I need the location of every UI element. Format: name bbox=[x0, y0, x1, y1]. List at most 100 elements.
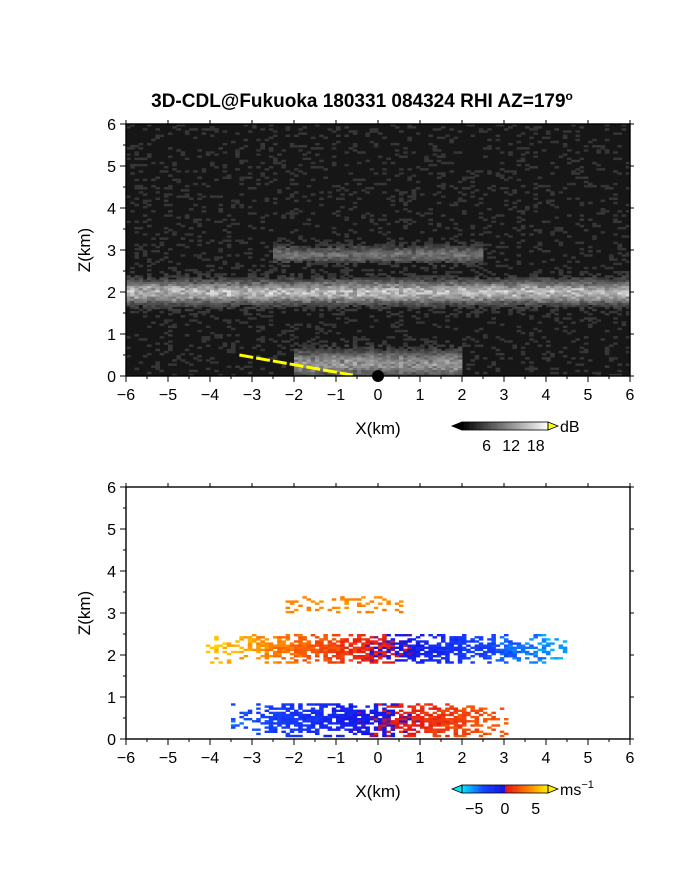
reflectivity-cell bbox=[403, 329, 408, 333]
reflectivity-cell bbox=[348, 193, 354, 196]
reflectivity-cell bbox=[327, 348, 333, 352]
reflectivity-cell bbox=[550, 304, 555, 308]
reflectivity-cell bbox=[436, 176, 442, 179]
reflectivity-cell bbox=[348, 275, 354, 278]
reflectivity-cell bbox=[172, 296, 177, 299]
reflectivity-cell bbox=[138, 187, 144, 190]
reflectivity-cell bbox=[604, 151, 610, 154]
reflectivity-cell bbox=[319, 340, 324, 343]
reflectivity-cell bbox=[499, 352, 505, 356]
reflectivity-cell bbox=[134, 254, 139, 257]
reflectivity-cell bbox=[315, 355, 320, 358]
velocity-cell bbox=[315, 640, 320, 643]
reflectivity-cell bbox=[466, 187, 471, 190]
reflectivity-cell bbox=[483, 268, 488, 272]
reflectivity-cell bbox=[285, 126, 291, 129]
reflectivity-cell bbox=[268, 136, 274, 140]
reflectivity-cell bbox=[310, 350, 316, 354]
reflectivity-cell bbox=[541, 352, 547, 356]
reflectivity-cell bbox=[436, 191, 442, 194]
reflectivity-cell bbox=[575, 172, 580, 175]
reflectivity-cell bbox=[466, 176, 471, 179]
reflectivity-cell bbox=[176, 287, 181, 291]
reflectivity-cell bbox=[428, 159, 433, 163]
reflectivity-cell bbox=[478, 216, 484, 219]
reflectivity-cell bbox=[138, 277, 144, 280]
reflectivity-cell bbox=[281, 306, 286, 310]
reflectivity-cell bbox=[579, 218, 585, 221]
reflectivity-cell bbox=[432, 371, 438, 375]
reflectivity-cell bbox=[306, 254, 312, 257]
reflectivity-cell bbox=[147, 352, 152, 356]
title-superscript: o bbox=[566, 89, 573, 103]
reflectivity-cell bbox=[453, 283, 459, 287]
reflectivity-cell bbox=[420, 245, 425, 249]
reflectivity-cell bbox=[273, 245, 278, 249]
reflectivity-cell bbox=[310, 237, 316, 240]
reflectivity-cell bbox=[201, 132, 207, 135]
velocity-cell bbox=[373, 655, 379, 658]
reflectivity-cell bbox=[394, 220, 400, 224]
reflectivity-cell bbox=[302, 172, 307, 175]
reflectivity-cell bbox=[231, 350, 236, 354]
reflectivity-cell bbox=[201, 300, 207, 303]
reflectivity-cell bbox=[289, 214, 295, 217]
reflectivity-cell bbox=[289, 283, 295, 287]
reflectivity-cell bbox=[352, 132, 358, 135]
reflectivity-cell bbox=[407, 359, 412, 362]
reflectivity-cell bbox=[516, 260, 522, 263]
reflectivity-cell bbox=[621, 300, 627, 303]
reflectivity-cell bbox=[625, 306, 631, 310]
reflectivity-cell bbox=[163, 193, 169, 196]
reflectivity-cell bbox=[327, 260, 333, 263]
reflectivity-cell bbox=[415, 369, 421, 373]
reflectivity-cell bbox=[457, 283, 463, 287]
reflectivity-cell bbox=[256, 277, 261, 280]
reflectivity-cell bbox=[239, 367, 244, 371]
reflectivity-cell bbox=[159, 352, 165, 356]
reflectivity-cell bbox=[294, 361, 299, 364]
reflectivity-cell bbox=[231, 203, 236, 207]
reflectivity-cell bbox=[537, 268, 543, 272]
reflectivity-cell bbox=[344, 283, 349, 287]
reflectivity-cell bbox=[281, 252, 286, 255]
reflectivity-cell bbox=[436, 359, 442, 362]
reflectivity-cell bbox=[256, 344, 261, 347]
reflectivity-cell bbox=[239, 346, 244, 350]
reflectivity-cell bbox=[205, 271, 211, 274]
reflectivity-cell bbox=[457, 260, 463, 263]
reflectivity-cell bbox=[163, 321, 169, 324]
reflectivity-cell bbox=[403, 304, 408, 308]
reflectivity-cell bbox=[462, 199, 467, 203]
reflectivity-cell bbox=[197, 235, 202, 238]
reflectivity-cell bbox=[369, 344, 375, 347]
reflectivity-cell bbox=[357, 182, 362, 186]
reflectivity-cell bbox=[550, 258, 555, 261]
velocity-cell bbox=[294, 659, 299, 662]
reflectivity-cell bbox=[592, 294, 597, 297]
reflectivity-cell bbox=[231, 296, 236, 299]
reflectivity-cell bbox=[411, 220, 417, 224]
reflectivity-cell bbox=[436, 300, 442, 303]
reflectivity-cell bbox=[474, 302, 480, 305]
reflectivity-cell bbox=[382, 306, 387, 310]
reflectivity-cell bbox=[243, 306, 249, 310]
reflectivity-cell bbox=[449, 352, 454, 356]
reflectivity-cell bbox=[373, 281, 379, 284]
velocity-cell bbox=[218, 661, 223, 664]
reflectivity-cell bbox=[420, 365, 425, 368]
reflectivity-cell bbox=[390, 325, 396, 329]
reflectivity-cell bbox=[243, 300, 249, 303]
reflectivity-cell bbox=[138, 287, 144, 291]
reflectivity-cell bbox=[520, 281, 526, 284]
reflectivity-cell bbox=[340, 369, 345, 373]
reflectivity-cell bbox=[462, 245, 467, 249]
reflectivity-cell bbox=[327, 323, 333, 326]
reflectivity-cell bbox=[478, 241, 484, 245]
reflectivity-cell bbox=[344, 216, 349, 219]
reflectivity-cell bbox=[449, 218, 454, 221]
reflectivity-cell bbox=[390, 302, 396, 305]
reflectivity-cell bbox=[382, 161, 387, 165]
reflectivity-cell bbox=[340, 271, 345, 274]
reflectivity-cell bbox=[273, 212, 278, 215]
